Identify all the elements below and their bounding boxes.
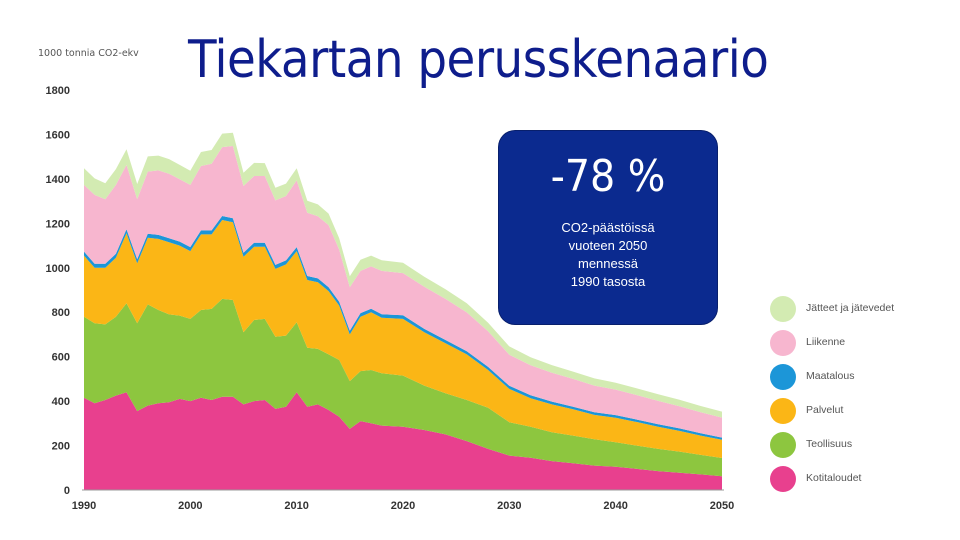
legend-label: Kotitaloudet — [806, 472, 862, 484]
y-axis-unit-label: 1000 tonnia CO2-ekv — [38, 48, 139, 59]
legend-label: Jätteet ja jätevedet — [806, 302, 895, 314]
y-tick-label: 800 — [52, 307, 70, 319]
callout-line: 1990 tasosta — [570, 274, 646, 289]
area-teollisuus — [84, 298, 722, 477]
x-axis-ticks: 1990 2000 2010 2020 2030 2040 2050 — [72, 500, 734, 512]
callout-line: CO2-päästöissä — [561, 220, 655, 235]
x-tick-label: 2000 — [178, 500, 202, 512]
reduction-percentage: -78 % — [550, 151, 666, 202]
x-tick-label: 2020 — [391, 500, 415, 512]
x-tick-label: 2030 — [497, 500, 521, 512]
y-tick-label: 1600 — [46, 129, 70, 141]
area-jätteet-ja-jätevedet — [84, 132, 722, 418]
y-tick-label: 200 — [52, 441, 70, 453]
callout-line: mennessä — [578, 256, 638, 271]
y-tick-label: 1000 — [46, 263, 70, 275]
legend-label: Teollisuus — [806, 438, 853, 450]
callout-line: vuoteen 2050 — [568, 238, 648, 253]
legend-label: Palvelut — [806, 404, 844, 416]
x-tick-label: 2010 — [284, 500, 308, 512]
legend-swatch — [770, 296, 796, 322]
x-tick-label: 2040 — [603, 500, 627, 512]
y-tick-label: 1200 — [46, 218, 70, 230]
callout-description: CO2-päästöissä vuoteen 2050 mennessä 199… — [499, 219, 717, 291]
x-tick-label: 1990 — [72, 500, 96, 512]
legend-swatch — [770, 466, 796, 492]
y-tick-label: 1800 — [46, 85, 70, 97]
page-title: Tiekartan perusskenaario — [188, 30, 769, 90]
y-tick-label: 0 — [64, 485, 70, 497]
legend-swatch — [770, 364, 796, 390]
area-palvelut — [84, 220, 722, 458]
legend-label: Maatalous — [806, 370, 855, 382]
y-tick-label: 600 — [52, 352, 70, 364]
legend-swatch — [770, 432, 796, 458]
y-tick-label: 400 — [52, 396, 70, 408]
area-liikenne — [84, 146, 722, 438]
area-kotitaloudet — [84, 392, 722, 490]
reduction-callout-box: -78 % CO2-päästöissä vuoteen 2050 mennes… — [499, 131, 717, 324]
legend-swatch — [770, 330, 796, 356]
legend-label: Liikenne — [806, 336, 846, 348]
y-axis-ticks: 0 200 400 600 800 1000 1200 1400 1600 1800 — [46, 85, 70, 497]
legend-swatch — [770, 398, 796, 424]
x-tick-label: 2050 — [710, 500, 734, 512]
y-tick-label: 1400 — [46, 174, 70, 186]
area-series-group — [84, 132, 722, 490]
